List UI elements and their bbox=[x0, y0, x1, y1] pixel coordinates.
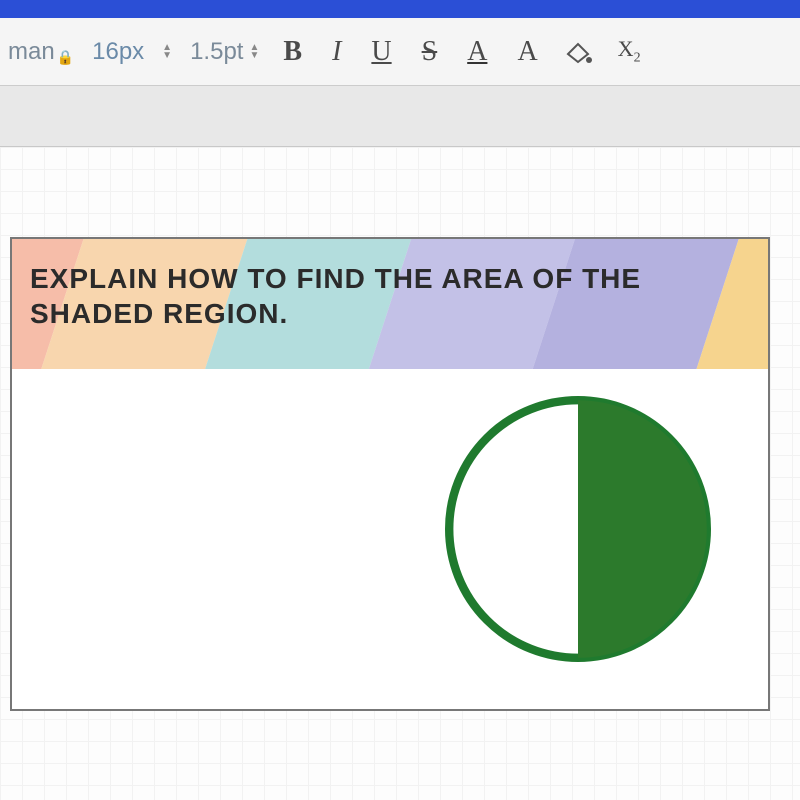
subscript-x: X bbox=[618, 36, 634, 61]
formatting-toolbar: man🔒 16px ▲ ▼ 1.5pt ▲ ▼ B I U S A A X2 bbox=[0, 18, 800, 86]
line-spacing-value: 1.5pt bbox=[190, 38, 243, 66]
prompt-banner: Explain How To Find The Area of The Shad… bbox=[12, 239, 768, 369]
chevron-down-icon: ▼ bbox=[249, 52, 259, 60]
underline-button[interactable]: U bbox=[365, 36, 397, 68]
window-title-bar bbox=[0, 0, 800, 18]
circle-shaded-half bbox=[578, 400, 707, 658]
half-shaded-circle bbox=[438, 389, 718, 669]
worksheet-container: Explain How To Find The Area of The Shad… bbox=[10, 237, 770, 711]
prompt-text: Explain How To Find The Area of The Shad… bbox=[30, 261, 650, 331]
font-family-fragment[interactable]: man🔒 bbox=[8, 38, 74, 66]
line-spacing-stepper[interactable]: ▲ ▼ bbox=[249, 44, 259, 60]
font-family-label: man bbox=[8, 38, 55, 66]
chevron-down-icon: ▼ bbox=[162, 52, 172, 60]
subscript-button[interactable]: X2 bbox=[612, 36, 647, 66]
subscript-2: 2 bbox=[634, 51, 641, 66]
font-color-button[interactable]: A bbox=[461, 36, 493, 68]
prompt-line-2: Shaded Region. bbox=[30, 298, 288, 329]
fill-color-button[interactable] bbox=[562, 38, 594, 66]
paint-bucket-icon bbox=[562, 38, 594, 66]
diagram-area bbox=[12, 369, 768, 709]
highlight-button[interactable]: A bbox=[511, 36, 543, 68]
lock-icon: 🔒 bbox=[57, 49, 74, 66]
document-canvas: Explain How To Find The Area of The Shad… bbox=[0, 86, 800, 800]
font-size-stepper[interactable]: ▲ ▼ bbox=[162, 44, 172, 60]
font-size-selector[interactable]: 16px bbox=[92, 38, 144, 66]
document-page: Explain How To Find The Area of The Shad… bbox=[0, 146, 800, 800]
prompt-line-1: Explain How To Find The Area of The bbox=[30, 263, 641, 294]
font-size-value: 16px bbox=[92, 38, 144, 66]
strikethrough-button[interactable]: S bbox=[416, 36, 444, 68]
line-spacing-selector[interactable]: 1.5pt ▲ ▼ bbox=[190, 38, 259, 66]
bold-button[interactable]: B bbox=[277, 36, 308, 68]
italic-button[interactable]: I bbox=[326, 36, 347, 68]
circle-diagram-svg bbox=[438, 389, 718, 669]
